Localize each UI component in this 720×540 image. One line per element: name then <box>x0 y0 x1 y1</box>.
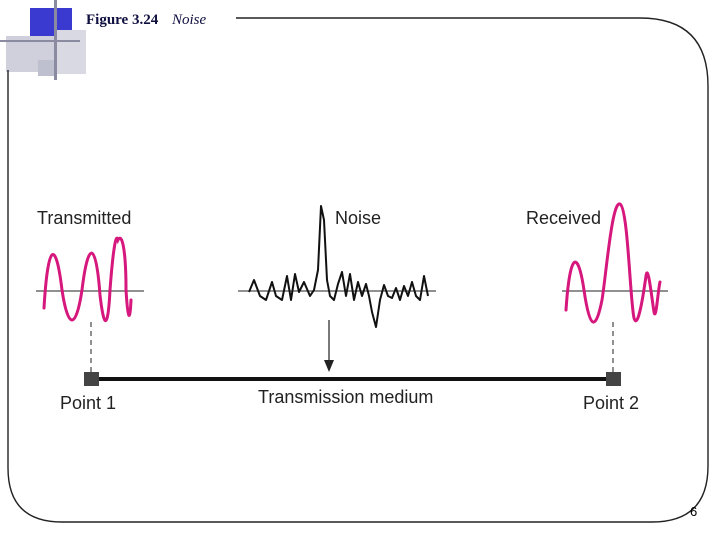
transmitted-signal <box>42 236 133 322</box>
transmitted-label: Transmitted <box>37 208 131 228</box>
point1-node <box>84 372 99 386</box>
noise-label: Noise <box>335 208 381 228</box>
point2-label: Point 2 <box>583 393 639 413</box>
point1-label: Point 1 <box>60 393 116 413</box>
noise-signal <box>248 205 429 328</box>
point2-node <box>606 372 621 386</box>
slide-title: Figure 3.24 Noise <box>86 12 206 29</box>
page-number: 6 <box>690 504 698 519</box>
corner-block-gray-right <box>56 30 86 74</box>
slide-frame <box>7 17 709 523</box>
noise-arrow-head <box>324 360 334 372</box>
medium-label: Transmission medium <box>258 387 433 407</box>
corner-block-gray-low <box>38 60 56 76</box>
corner-hline <box>0 40 80 42</box>
figure-title: Noise <box>171 12 207 28</box>
received-signal <box>564 202 662 324</box>
received-label: Received <box>526 208 601 228</box>
figure-number: Figure 3.24 <box>86 12 159 28</box>
